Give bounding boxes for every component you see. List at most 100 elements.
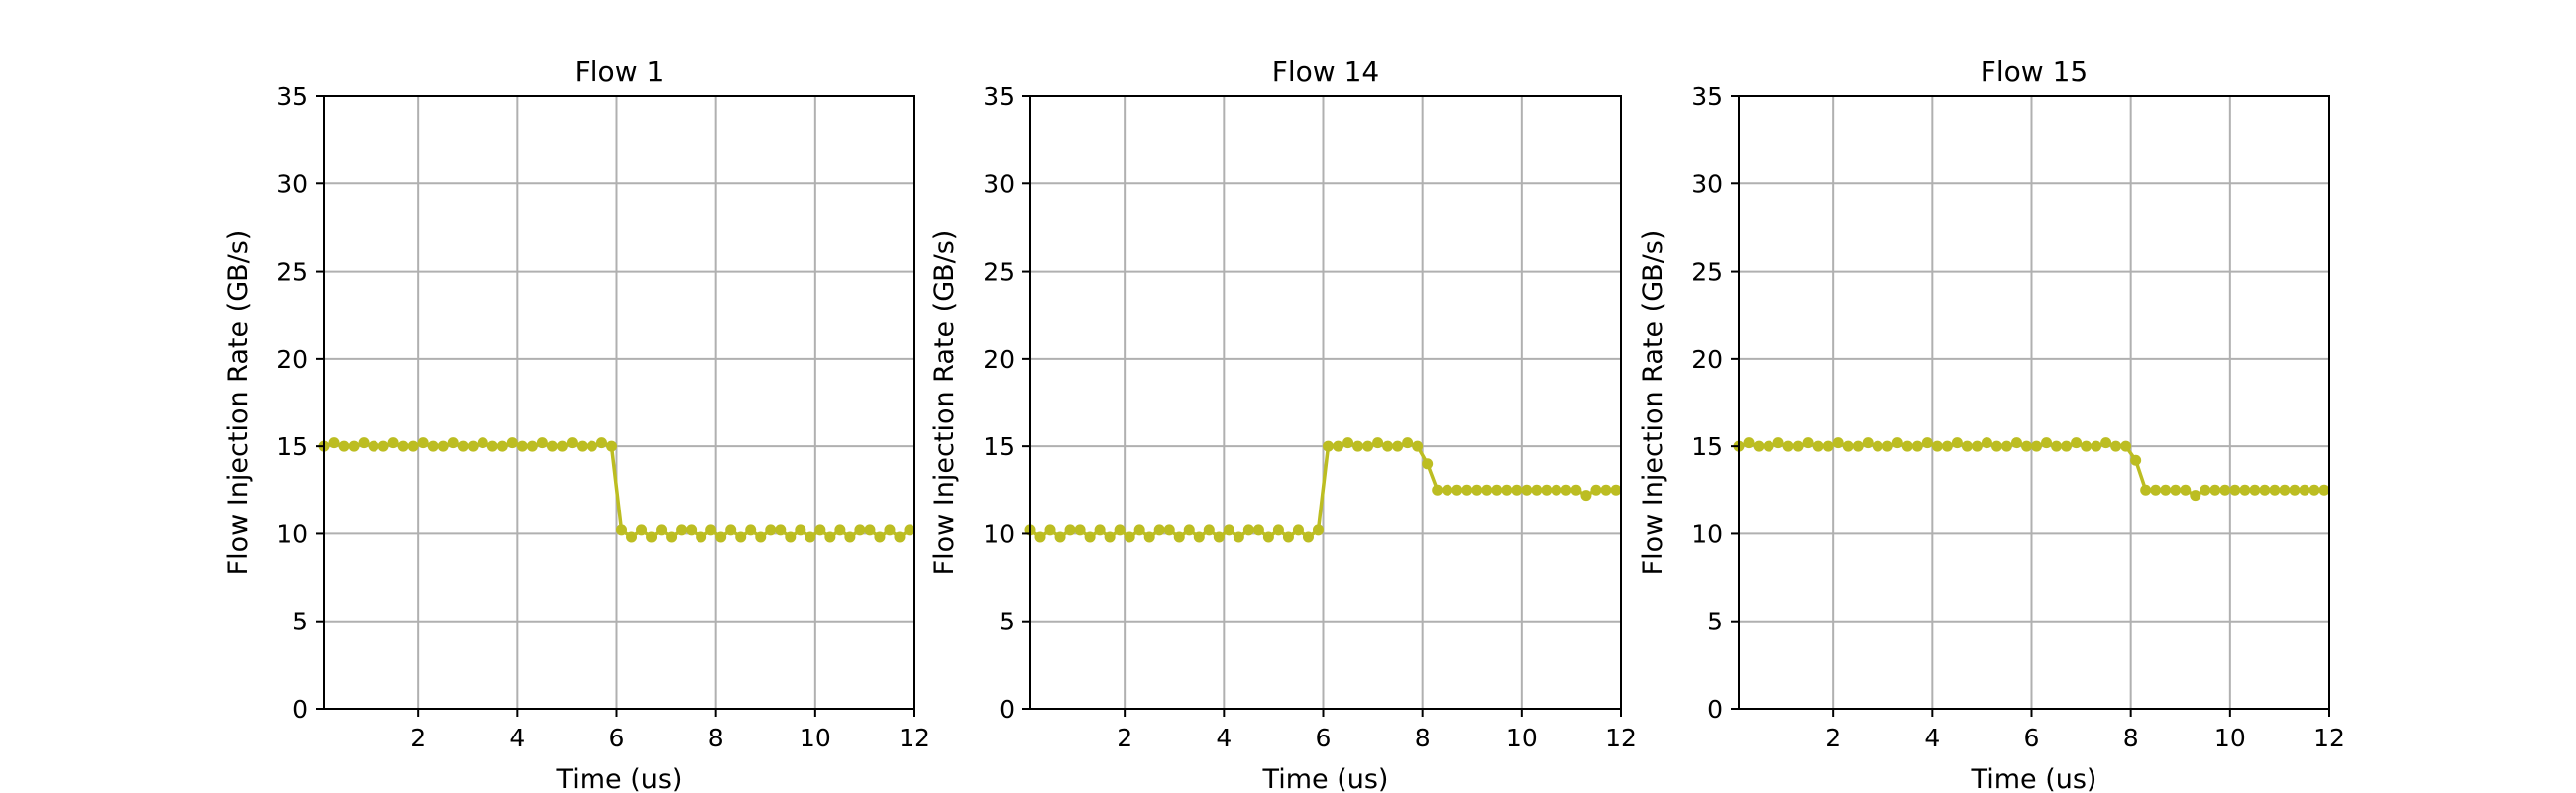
- data-point: [656, 524, 668, 536]
- data-point: [2110, 440, 2122, 452]
- data-point: [1074, 524, 1086, 536]
- data-point: [348, 440, 360, 452]
- data-point: [1931, 440, 1943, 452]
- chart-panel-3: 2 4 6 8 10 12 0 5 10 15 20 25 30 35 Flow 15 Time (us) Fl…: [1638, 56, 2345, 793]
- data-point: [626, 531, 638, 543]
- y-tick-label: 30: [1691, 170, 1723, 198]
- data-point: [546, 440, 558, 452]
- data-point: [1252, 524, 1264, 536]
- y-axis-label: Flow Injection Rate (GB/s): [223, 230, 254, 576]
- y-axis-label: Flow Injection Rate (GB/s): [1638, 230, 1668, 576]
- data-point: [377, 440, 389, 452]
- x-tick-label: 8: [708, 724, 724, 752]
- y-tick-label: 0: [999, 695, 1015, 724]
- data-point: [705, 524, 717, 536]
- y-tick-label: 20: [983, 345, 1015, 374]
- y-tick-label: 10: [1691, 519, 1723, 548]
- data-point: [1084, 531, 1096, 543]
- data-point: [686, 524, 698, 536]
- data-point: [1951, 437, 1963, 449]
- data-point: [2010, 437, 2022, 449]
- data-point: [338, 440, 350, 452]
- data-point: [884, 524, 896, 536]
- data-point: [2180, 484, 2192, 496]
- data-point: [437, 440, 449, 452]
- data-point: [1560, 484, 1572, 496]
- data-point: [2160, 484, 2172, 496]
- data-point: [1352, 440, 1364, 452]
- x-tick-label: 2: [410, 724, 426, 752]
- data-point: [1402, 437, 1414, 449]
- data-point: [2279, 484, 2291, 496]
- data-point: [1862, 437, 1874, 449]
- data-point: [805, 531, 816, 543]
- data-point: [2061, 440, 2073, 452]
- data-point: [1153, 524, 1165, 536]
- x-tick-label: 2: [1825, 724, 1841, 752]
- x-tick-label: 10: [2214, 724, 2246, 752]
- data-point: [1551, 484, 1562, 496]
- data-point: [2200, 484, 2211, 496]
- data-point: [1432, 484, 1444, 496]
- data-point: [2308, 484, 2320, 496]
- data-point: [387, 437, 399, 449]
- data-point: [2299, 484, 2310, 496]
- data-point: [1392, 440, 1404, 452]
- data-point: [2051, 440, 2063, 452]
- data-point: [1173, 531, 1185, 543]
- data-point: [467, 440, 479, 452]
- data-point: [785, 531, 797, 543]
- data-point: [457, 440, 469, 452]
- data-point: [1491, 484, 1503, 496]
- data-point: [1422, 458, 1434, 470]
- y-tick-label: 0: [1707, 695, 1723, 724]
- x-tick-label: 4: [509, 724, 525, 752]
- data-point: [358, 437, 370, 449]
- data-point: [2229, 484, 2241, 496]
- y-axis-label: Flow Injection Rate (GB/s): [929, 230, 960, 576]
- x-tick-label: 4: [1924, 724, 1940, 752]
- data-point: [447, 437, 459, 449]
- chart-title: Flow 1: [575, 56, 665, 88]
- data-point: [427, 440, 439, 452]
- data-point: [795, 524, 806, 536]
- data-point: [894, 531, 906, 543]
- data-point: [1213, 531, 1225, 543]
- plot-frame: [1738, 95, 2330, 710]
- data-point: [2081, 440, 2093, 452]
- data-point: [2091, 440, 2102, 452]
- plot-frame: [323, 95, 915, 710]
- data-point: [496, 440, 508, 452]
- y-tick-label: 35: [983, 82, 1015, 111]
- data-point: [1362, 440, 1374, 452]
- data-point: [2289, 484, 2301, 496]
- data-point: [1163, 524, 1175, 536]
- data-point: [616, 524, 627, 536]
- data-point: [1133, 524, 1145, 536]
- data-point: [1044, 524, 1056, 536]
- data-point: [2041, 437, 2053, 449]
- plot-frame: [1029, 95, 1622, 710]
- x-tick-label: 6: [609, 724, 625, 752]
- data-point: [2269, 484, 2281, 496]
- data-point: [556, 440, 568, 452]
- data-point: [477, 437, 488, 449]
- y-tick-label: 20: [276, 345, 308, 374]
- data-point: [1832, 437, 1844, 449]
- data-point: [814, 524, 826, 536]
- data-point: [1442, 484, 1453, 496]
- x-tick-label: 8: [1415, 724, 1431, 752]
- data-point: [1183, 524, 1195, 536]
- data-point: [2120, 440, 2132, 452]
- data-point: [1772, 437, 1784, 449]
- data-point: [1812, 440, 1824, 452]
- data-point: [1223, 524, 1234, 536]
- data-point: [1104, 531, 1116, 543]
- data-point: [397, 440, 409, 452]
- y-tick-label: 25: [1691, 258, 1723, 286]
- data-point: [1203, 524, 1215, 536]
- data-point: [725, 524, 737, 536]
- data-point: [666, 531, 678, 543]
- data-point: [1312, 524, 1324, 536]
- data-point: [1471, 484, 1483, 496]
